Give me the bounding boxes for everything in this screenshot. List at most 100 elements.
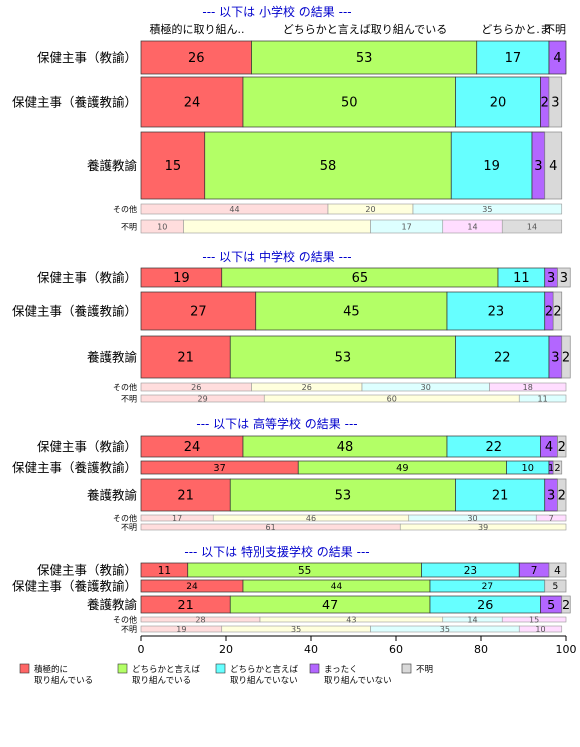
small-bar-segment <box>412 203 563 215</box>
row-label: 養護教諭 <box>87 488 138 503</box>
data-label: 53 <box>335 489 352 504</box>
data-label: 3 <box>547 489 555 504</box>
data-label: 49 <box>396 463 408 474</box>
row-label: 保健主事（養護教諭） <box>12 579 137 594</box>
small-data-label: 39 <box>478 523 488 532</box>
small-row-label: その他 <box>113 615 137 625</box>
small-data-label: 61 <box>266 523 276 532</box>
small-row-label: 不明 <box>121 395 137 404</box>
bar-segment <box>140 478 231 512</box>
legend-label: どちらかと言えば <box>230 664 299 675</box>
data-label: 5 <box>547 598 555 613</box>
data-label: 21 <box>177 351 194 366</box>
row-label: 養護教諭 <box>87 158 138 173</box>
row-label: 保健主事（教諭） <box>37 563 137 578</box>
small-data-label: 14 <box>527 223 537 232</box>
small-data-label: 26 <box>302 383 312 392</box>
bar-segment <box>455 335 550 379</box>
panel-title: --- 以下は 小学校 の結果 --- <box>202 4 351 19</box>
row-label: 保健主事（教諭） <box>37 50 137 65</box>
data-label: 21 <box>178 598 194 613</box>
small-data-label: 30 <box>467 514 477 523</box>
data-label: 3 <box>534 159 542 174</box>
bar-segment <box>242 76 456 128</box>
legend-label: 取り組んでいる <box>34 675 93 686</box>
bar-segment <box>552 460 563 475</box>
data-label: 47 <box>322 598 338 613</box>
legend-label: どちらかと言えば <box>132 664 201 675</box>
data-label: 2 <box>558 440 566 455</box>
small-data-label: 14 <box>467 616 477 625</box>
data-label: 2 <box>562 598 570 613</box>
data-label: 4 <box>553 51 561 66</box>
data-label: 20 <box>490 96 507 111</box>
small-bar-segment <box>518 394 567 403</box>
small-data-label: 35 <box>291 625 301 634</box>
small-data-label: 26 <box>191 383 201 392</box>
small-data-label: 17 <box>172 514 182 523</box>
small-data-label: 30 <box>421 383 431 392</box>
data-label: 26 <box>188 51 205 66</box>
data-label: 3 <box>547 271 555 286</box>
legend-label: まったく <box>324 665 358 675</box>
legend-label: 取り組んでいない <box>324 675 392 686</box>
row-label: 養護教諭 <box>87 597 138 612</box>
small-data-label: 19 <box>176 625 186 634</box>
x-tick-label: 100 <box>556 643 577 656</box>
data-label: 27 <box>190 305 207 320</box>
panel-title: --- 以下は 高等学校 の結果 --- <box>196 416 357 431</box>
data-label: 11 <box>158 565 171 577</box>
x-tick-label: 40 <box>304 643 318 656</box>
data-label: 23 <box>488 305 505 320</box>
small-bar-segment <box>399 523 567 531</box>
bar-segment <box>455 478 546 512</box>
data-label: 45 <box>343 305 360 320</box>
x-tick-label: 0 <box>138 643 145 656</box>
data-label: 65 <box>352 271 369 286</box>
legend-swatch <box>309 663 320 674</box>
bar-segment <box>561 335 571 379</box>
small-data-label: 46 <box>306 514 316 523</box>
data-label: 7 <box>531 565 538 577</box>
row-label: 保健主事（養護教諭） <box>12 304 137 319</box>
small-bar-segment <box>501 219 563 234</box>
small-data-label: 7 <box>549 514 554 523</box>
bar-segment <box>229 335 456 379</box>
data-label: 55 <box>298 565 311 577</box>
bar-segment <box>557 435 567 458</box>
data-label: 26 <box>477 598 493 613</box>
small-row-label: 不明 <box>121 523 137 532</box>
bar-segment <box>548 76 563 128</box>
column-header: 積極的に取り組ん.. <box>150 22 245 36</box>
small-data-label: 14 <box>467 223 477 232</box>
small-bar-segment <box>518 625 563 633</box>
bar-segment <box>251 40 478 75</box>
data-label: 4 <box>549 159 557 174</box>
legend-label: 不明 <box>416 665 433 675</box>
small-row-label: その他 <box>113 513 137 523</box>
legend-swatch <box>401 663 412 674</box>
legend-label: 積極的に <box>34 664 68 675</box>
data-label: 19 <box>173 271 190 286</box>
data-label: 3 <box>551 96 559 111</box>
small-data-label: 60 <box>387 395 397 404</box>
data-label: 4 <box>545 440 553 455</box>
data-label: 2 <box>554 463 560 474</box>
small-data-label: 18 <box>523 383 533 392</box>
bar-segment <box>446 291 546 331</box>
data-label: 53 <box>335 351 352 366</box>
data-label: 50 <box>341 96 358 111</box>
bar-segment <box>561 595 571 614</box>
bar-segment <box>557 267 571 288</box>
data-label: 24 <box>184 440 201 455</box>
bar-segment <box>548 40 567 75</box>
small-data-label: 35 <box>440 625 450 634</box>
data-label: 10 <box>522 463 534 474</box>
small-bar-segment <box>501 616 567 623</box>
bar-segment <box>140 131 206 200</box>
data-label: 2 <box>562 351 570 366</box>
data-label: 17 <box>505 51 522 66</box>
bar-segment <box>255 291 448 331</box>
data-label: 2 <box>541 96 549 111</box>
